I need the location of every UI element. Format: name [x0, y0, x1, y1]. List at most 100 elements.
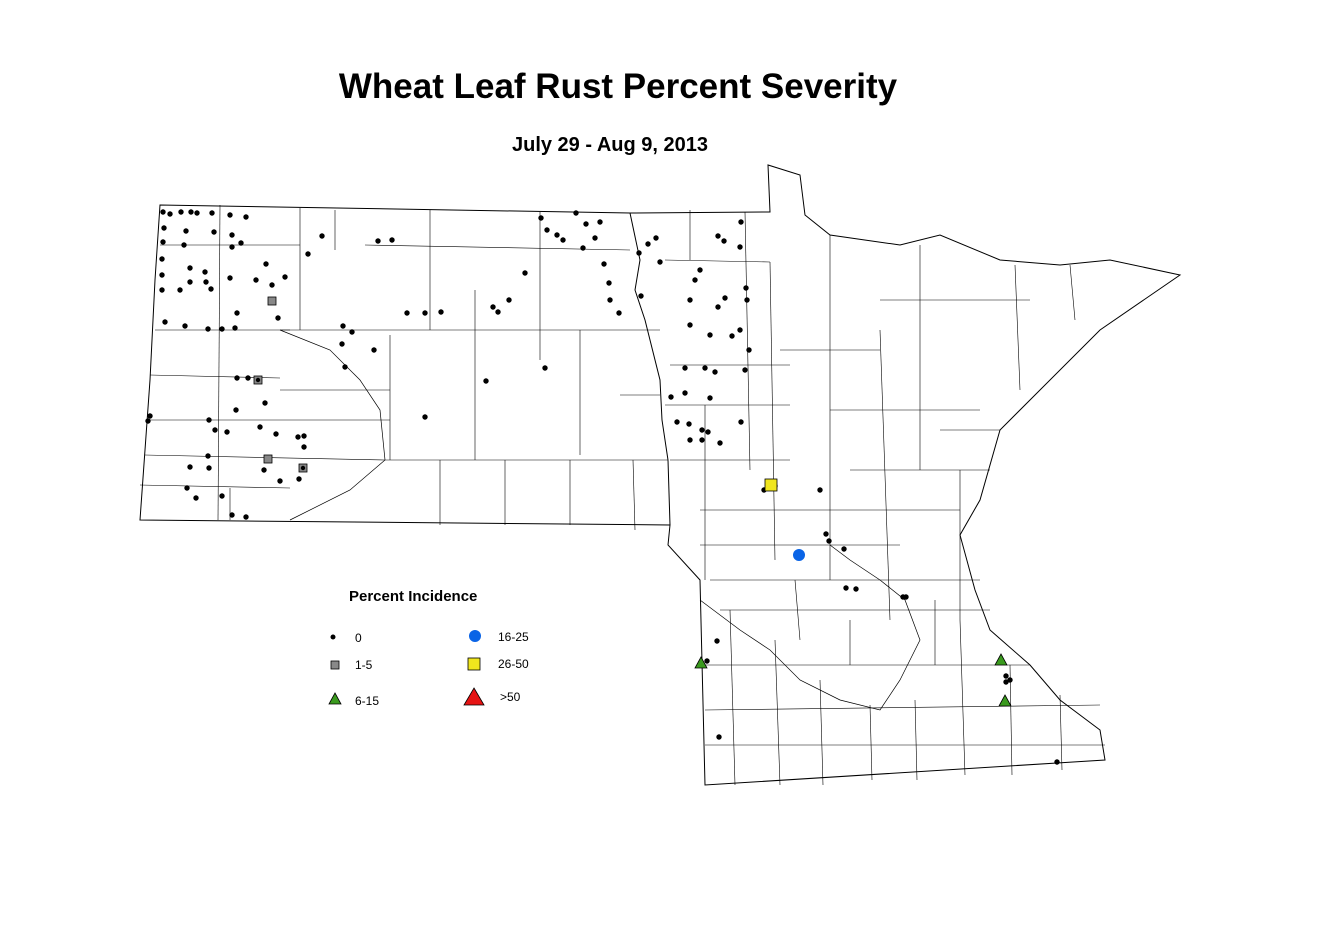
observation-point: [375, 238, 381, 244]
county-line: [914, 699, 918, 781]
observation-point: [707, 332, 713, 338]
observation-point: [506, 297, 512, 303]
observation-point: [702, 365, 708, 371]
observation-point: [717, 440, 723, 446]
observation-point: [522, 270, 528, 276]
observation-point: [601, 261, 607, 267]
observation-point: [389, 237, 395, 243]
river: [279, 329, 386, 521]
observation-point: [903, 594, 909, 600]
observation-point: [243, 514, 249, 520]
observation-point: [205, 453, 211, 459]
observation-point: [722, 295, 728, 301]
observation-point: [682, 365, 688, 371]
observation-point: [687, 297, 693, 303]
observation-point: [261, 467, 267, 473]
observation-point: [147, 413, 153, 419]
observation-point: [404, 310, 410, 316]
observation-point: [606, 280, 612, 286]
observation-point: [729, 333, 735, 339]
observation-point: [1003, 673, 1009, 679]
observation-point: [692, 277, 698, 283]
legend: Percent Incidence 0 1-5 6-15 16-25 26-50…: [328, 588, 529, 708]
observation-point: [159, 272, 165, 278]
observation-point: [206, 465, 212, 471]
observation-point: [145, 418, 151, 424]
region-boundary: [139, 164, 1182, 786]
county-line: [1014, 264, 1021, 391]
observation-point: [737, 327, 743, 333]
county-line: [869, 704, 873, 781]
observation-point: [202, 269, 208, 275]
observation-point: [705, 429, 711, 435]
county-line: [1009, 664, 1013, 776]
observation-point: [737, 244, 743, 250]
observation-point: [743, 285, 749, 291]
observation-point: [841, 546, 847, 552]
legend-label: 0: [355, 631, 362, 645]
legend-title: Percent Incidence: [349, 588, 477, 605]
county-line: [704, 704, 1101, 711]
observation-point: [638, 293, 644, 299]
river: [699, 544, 921, 711]
county-line: [769, 261, 776, 561]
observation-point: [277, 478, 283, 484]
observation-point: [742, 367, 748, 373]
observation-point: [208, 286, 214, 292]
observation-point: [714, 638, 720, 644]
observation-point: [738, 419, 744, 425]
legend-label: 16-25: [498, 630, 529, 644]
observation-point: [349, 329, 355, 335]
observation-point: [187, 464, 193, 470]
observation-point: [495, 309, 501, 315]
observation-point: [269, 282, 275, 288]
legend-label: 26-50: [498, 657, 529, 671]
observation-point: [721, 238, 727, 244]
observation-point: [645, 241, 651, 247]
observation-point: [296, 476, 302, 482]
observation-point: [694, 656, 708, 669]
observation-point: [267, 296, 277, 306]
observation-point: [707, 395, 713, 401]
observation-point: [793, 549, 805, 561]
observation-point: [183, 228, 189, 234]
county-line: [959, 619, 966, 776]
observation-point: [853, 586, 859, 592]
observation-point: [178, 209, 184, 215]
county-line: [744, 211, 751, 471]
observation-point: [592, 235, 598, 241]
county-line: [1059, 694, 1063, 771]
observation-point: [823, 531, 829, 537]
map-subtitle: July 29 - Aug 9, 2013: [512, 134, 708, 156]
legend-symbol: [467, 657, 481, 671]
observation-point: [998, 694, 1012, 707]
observation-point: [184, 485, 190, 491]
observation-point: [305, 251, 311, 257]
state-outlines: [139, 164, 1182, 786]
observation-point: [229, 232, 235, 238]
observation-point: [1054, 759, 1060, 765]
observation-point: [263, 261, 269, 267]
observation-point: [994, 653, 1008, 666]
observation-point: [483, 378, 489, 384]
observation-point: [843, 585, 849, 591]
county-line: [729, 609, 736, 786]
county-line: [364, 244, 631, 251]
legend-symbol: [330, 634, 336, 640]
county-line: [794, 579, 801, 641]
observation-point: [238, 240, 244, 246]
county-line: [139, 484, 291, 489]
observation-point: [738, 219, 744, 225]
observation-point: [194, 210, 200, 216]
observation-point: [422, 310, 428, 316]
observation-point: [597, 219, 603, 225]
observation-point: [817, 487, 823, 493]
observation-point: [193, 495, 199, 501]
observation-point: [263, 454, 273, 464]
observation-point: [224, 429, 230, 435]
legend-symbol: [328, 692, 342, 705]
observation-point: [227, 212, 233, 218]
observation-point: [234, 375, 240, 381]
